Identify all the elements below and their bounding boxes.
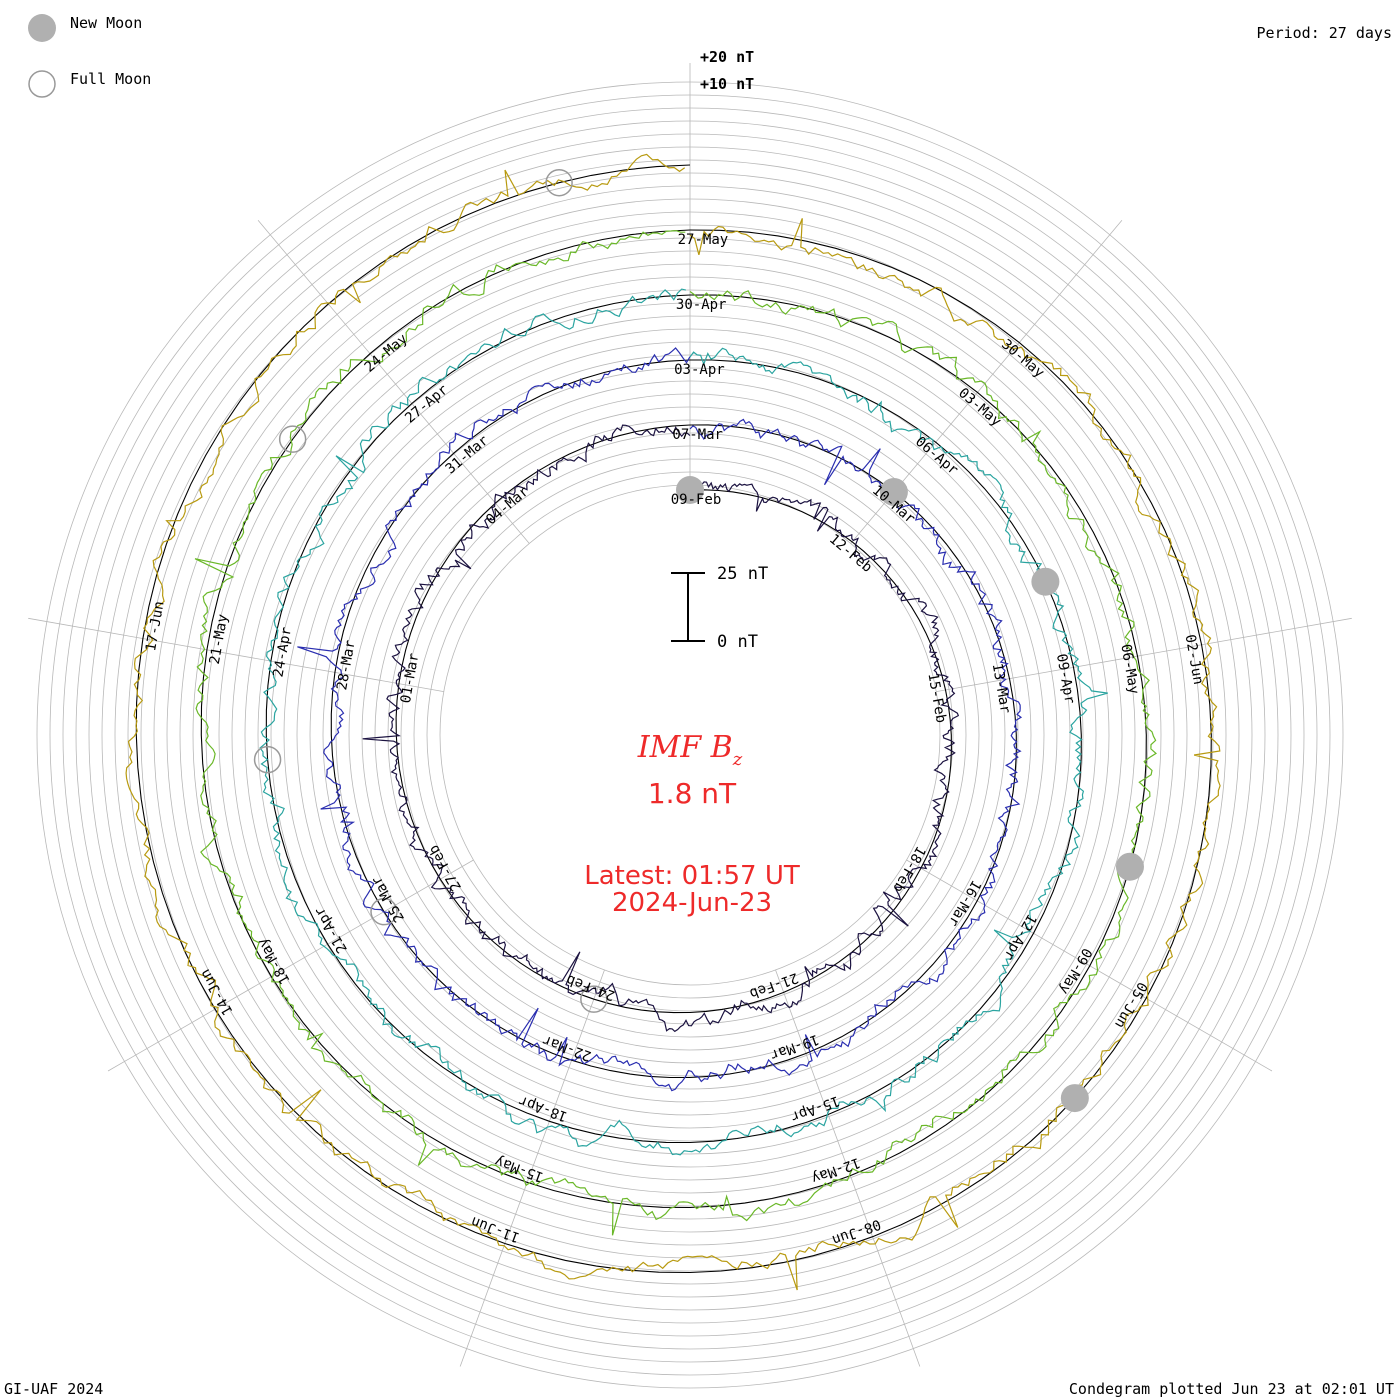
spoke xyxy=(906,859,1273,1072)
date-tick-label: 31-Mar xyxy=(443,433,492,478)
date-tick-label: 07-Mar xyxy=(672,427,723,443)
scale-bar: 25 nT 0 nT xyxy=(671,564,768,652)
date-tick-label: 24-May xyxy=(362,331,411,376)
spoke xyxy=(775,969,921,1367)
date-tick-label: 12-Feb xyxy=(826,531,875,576)
ring-scale-10: +10 nT xyxy=(700,75,754,93)
cycle-baseline xyxy=(200,229,1147,1209)
latest-date: 2024-Jun-23 xyxy=(612,888,772,918)
ring-scale-20: +20 nT xyxy=(700,48,754,66)
full-moon-marker xyxy=(370,897,398,926)
spoke xyxy=(257,219,530,544)
plotted-label: Condegram plotted Jun 23 at 02:01 UT xyxy=(1069,1380,1394,1398)
bz-trace-cycle-2 xyxy=(297,347,1023,1092)
moon-markers xyxy=(253,168,1144,1113)
scale-top-label: 25 nT xyxy=(717,564,768,584)
current-value: 1.8 nT xyxy=(648,777,737,810)
date-tick-label: 18-May xyxy=(254,935,293,987)
new-moon-icon xyxy=(28,14,56,42)
new-moon-marker xyxy=(879,477,908,506)
full-moon-marker xyxy=(253,745,282,774)
spoke xyxy=(459,969,605,1367)
date-tick-label: 03-Apr xyxy=(674,362,725,378)
date-tick-label: 16-Mar xyxy=(945,877,984,929)
date-tick-label: 12-May xyxy=(809,1154,862,1186)
cycle-baseline xyxy=(330,359,1017,1079)
full-moon-icon xyxy=(28,70,56,98)
date-tick-label: 24-Apr xyxy=(270,626,295,679)
date-tick-label: 05-Jun xyxy=(1111,979,1150,1031)
date-tick-label: 09-May xyxy=(1056,945,1095,997)
full-moon-marker xyxy=(278,425,307,453)
full-moon-marker xyxy=(545,168,573,197)
new-moon-marker xyxy=(1115,852,1144,881)
date-tick-label: 17-Jun xyxy=(143,600,168,653)
scale-bottom-label: 0 nT xyxy=(717,632,758,652)
date-tick-label: 01-Mar xyxy=(398,652,423,705)
date-tick-label: 09-Apr xyxy=(1053,653,1078,706)
legend: New Moon Full Moon xyxy=(28,14,151,98)
bz-trace-cycle-5 xyxy=(125,153,1221,1291)
date-tick-label: 14-Jun xyxy=(197,966,236,1018)
cycle-baseline xyxy=(395,424,952,1014)
new-moon-marker xyxy=(1031,567,1060,596)
bz-trace-cycle-1 xyxy=(362,424,960,1033)
period-label: Period: 27 days xyxy=(1257,24,1392,42)
latest-time: Latest: 01:57 UT xyxy=(584,861,800,891)
cycle-baseline xyxy=(265,294,1082,1144)
bz-traces xyxy=(125,153,1221,1291)
day-spokes xyxy=(28,63,1352,1367)
date-tick-label: 13-Mar xyxy=(989,662,1014,715)
chart-title: IMF Bz xyxy=(637,730,743,770)
date-tick-label: 06-Apr xyxy=(912,434,961,479)
bz-trace-cycle-3 xyxy=(259,288,1108,1156)
spoke xyxy=(28,617,444,692)
date-tick-label: 21-May xyxy=(207,613,232,666)
date-tick-label: 30-Apr xyxy=(676,297,727,313)
date-tick-label: 06-May xyxy=(1117,643,1142,696)
date-tick-label: 21-Apr xyxy=(312,904,351,956)
spoke xyxy=(107,859,474,1072)
bz-trace-cycle-4 xyxy=(194,229,1157,1236)
date-tick-label: 27-Apr xyxy=(402,382,451,427)
legend-full-moon-label: Full Moon xyxy=(70,70,151,88)
date-tick-label: 09-Feb xyxy=(671,492,722,508)
credit-label: GI-UAF 2024 xyxy=(4,1380,103,1398)
date-tick-label: 12-Apr xyxy=(1000,911,1039,963)
new-moon-marker xyxy=(1060,1084,1089,1113)
legend-new-moon-label: New Moon xyxy=(70,14,142,32)
date-tick-label: 02-Jun xyxy=(1182,633,1207,686)
date-tick-label: 27-May xyxy=(678,232,729,248)
full-moon-marker xyxy=(580,985,608,1013)
date-tick-label: 04-Mar xyxy=(483,484,532,529)
new-moon-marker xyxy=(676,476,704,504)
